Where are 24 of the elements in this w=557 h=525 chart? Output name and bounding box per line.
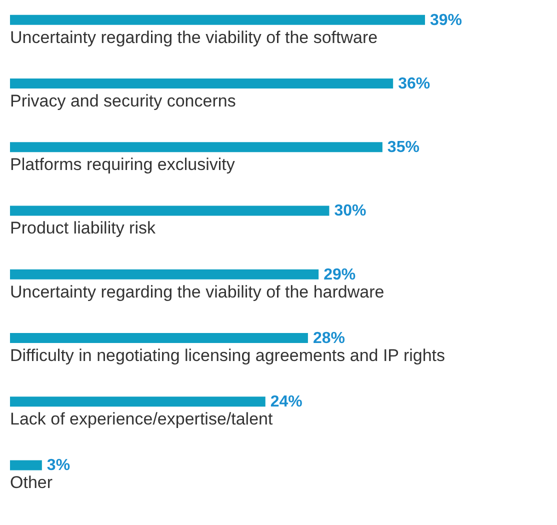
data-label: 39% — [430, 12, 462, 29]
bar — [10, 269, 319, 280]
bar — [10, 332, 308, 343]
data-label: 3% — [46, 457, 70, 474]
y-tick-label: Lack of experience/expertise/talent — [10, 410, 273, 429]
data-label: 36% — [398, 75, 430, 92]
bar — [10, 206, 330, 216]
bar — [10, 460, 42, 470]
bar — [10, 14, 425, 25]
y-tick-label: Uncertainty regarding the viability of the hardware — [10, 282, 384, 302]
data-label: 24% — [270, 394, 302, 411]
y-tick-label: Product liability risk — [10, 218, 156, 238]
bar — [10, 396, 266, 407]
bar — [10, 142, 382, 152]
y-tick-label: Other — [10, 473, 53, 492]
bar — [10, 78, 394, 88]
y-tick-label: Difficulty in negotiating licensing agreements and IP rights — [10, 346, 446, 365]
y-tick-label: Uncertainty regarding the viability of the software — [10, 28, 378, 47]
y-tick-label: Platforms requiring exclusivity — [10, 155, 236, 174]
data-label: 29% — [324, 266, 356, 284]
y-tick-label: Privacy and security concerns — [10, 91, 236, 110]
data-label: 28% — [312, 330, 345, 347]
data-label: 35% — [387, 139, 420, 156]
data-label: 30% — [334, 202, 366, 220]
